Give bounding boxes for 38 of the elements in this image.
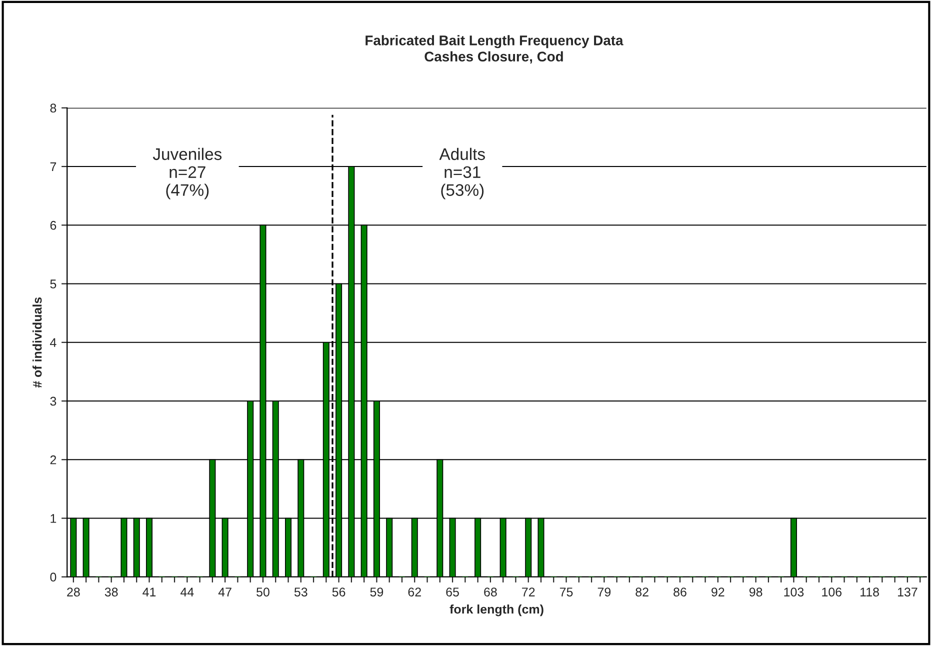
x-tick-label: 44 bbox=[180, 588, 194, 596]
x-tick-label: 59 bbox=[370, 588, 384, 596]
x-tick-label: 92 bbox=[712, 588, 724, 596]
x-tick-label: 50 bbox=[256, 588, 270, 596]
x-tick-label: 98 bbox=[749, 588, 762, 596]
x-tick-label: 65 bbox=[446, 588, 459, 596]
x-axis-title: fork length (cm) bbox=[450, 604, 544, 616]
annotation: Adults n=31 (53%) bbox=[439, 148, 485, 200]
x-tick-label: 53 bbox=[294, 588, 308, 596]
y-axis-title: # of individuals bbox=[32, 297, 42, 388]
chart-title: Fabricated Bait Length Frequency Data bbox=[366, 35, 624, 48]
x-tick-label: 79 bbox=[598, 588, 611, 596]
x-tick-label: 47 bbox=[218, 588, 232, 596]
x-tick-label: 41 bbox=[142, 588, 156, 596]
x-tick-label: 137 bbox=[898, 588, 918, 596]
x-tick-label: 103 bbox=[784, 588, 804, 596]
y-tick-label: 1 bbox=[50, 514, 56, 523]
x-tick-label: 106 bbox=[822, 588, 842, 596]
x-tick-label: 82 bbox=[636, 588, 648, 596]
annotation: Juveniles n=27 (47%) bbox=[152, 148, 222, 200]
x-tick-label: 75 bbox=[560, 588, 573, 596]
x-tick-label: 38 bbox=[104, 588, 118, 596]
chart-subtitle: Cashes Closure, Cod bbox=[424, 51, 563, 64]
y-tick-label: 8 bbox=[50, 104, 56, 113]
x-tick-label: 28 bbox=[67, 588, 80, 596]
y-tick-label: 0 bbox=[50, 572, 56, 582]
y-tick-label: 3 bbox=[50, 396, 56, 406]
x-tick-label: 62 bbox=[408, 588, 421, 596]
x-tick-label: 86 bbox=[674, 588, 686, 596]
y-tick-label: 7 bbox=[50, 162, 56, 172]
x-tick-label: 118 bbox=[860, 588, 879, 596]
x-tick-label: 68 bbox=[484, 588, 497, 596]
y-tick-label: 6 bbox=[50, 220, 56, 230]
y-tick-label: 2 bbox=[50, 455, 56, 464]
y-tick-label: 5 bbox=[50, 280, 56, 288]
x-tick-label: 56 bbox=[332, 588, 346, 596]
y-tick-label: 4 bbox=[50, 338, 56, 347]
x-tick-label: 72 bbox=[522, 588, 535, 596]
